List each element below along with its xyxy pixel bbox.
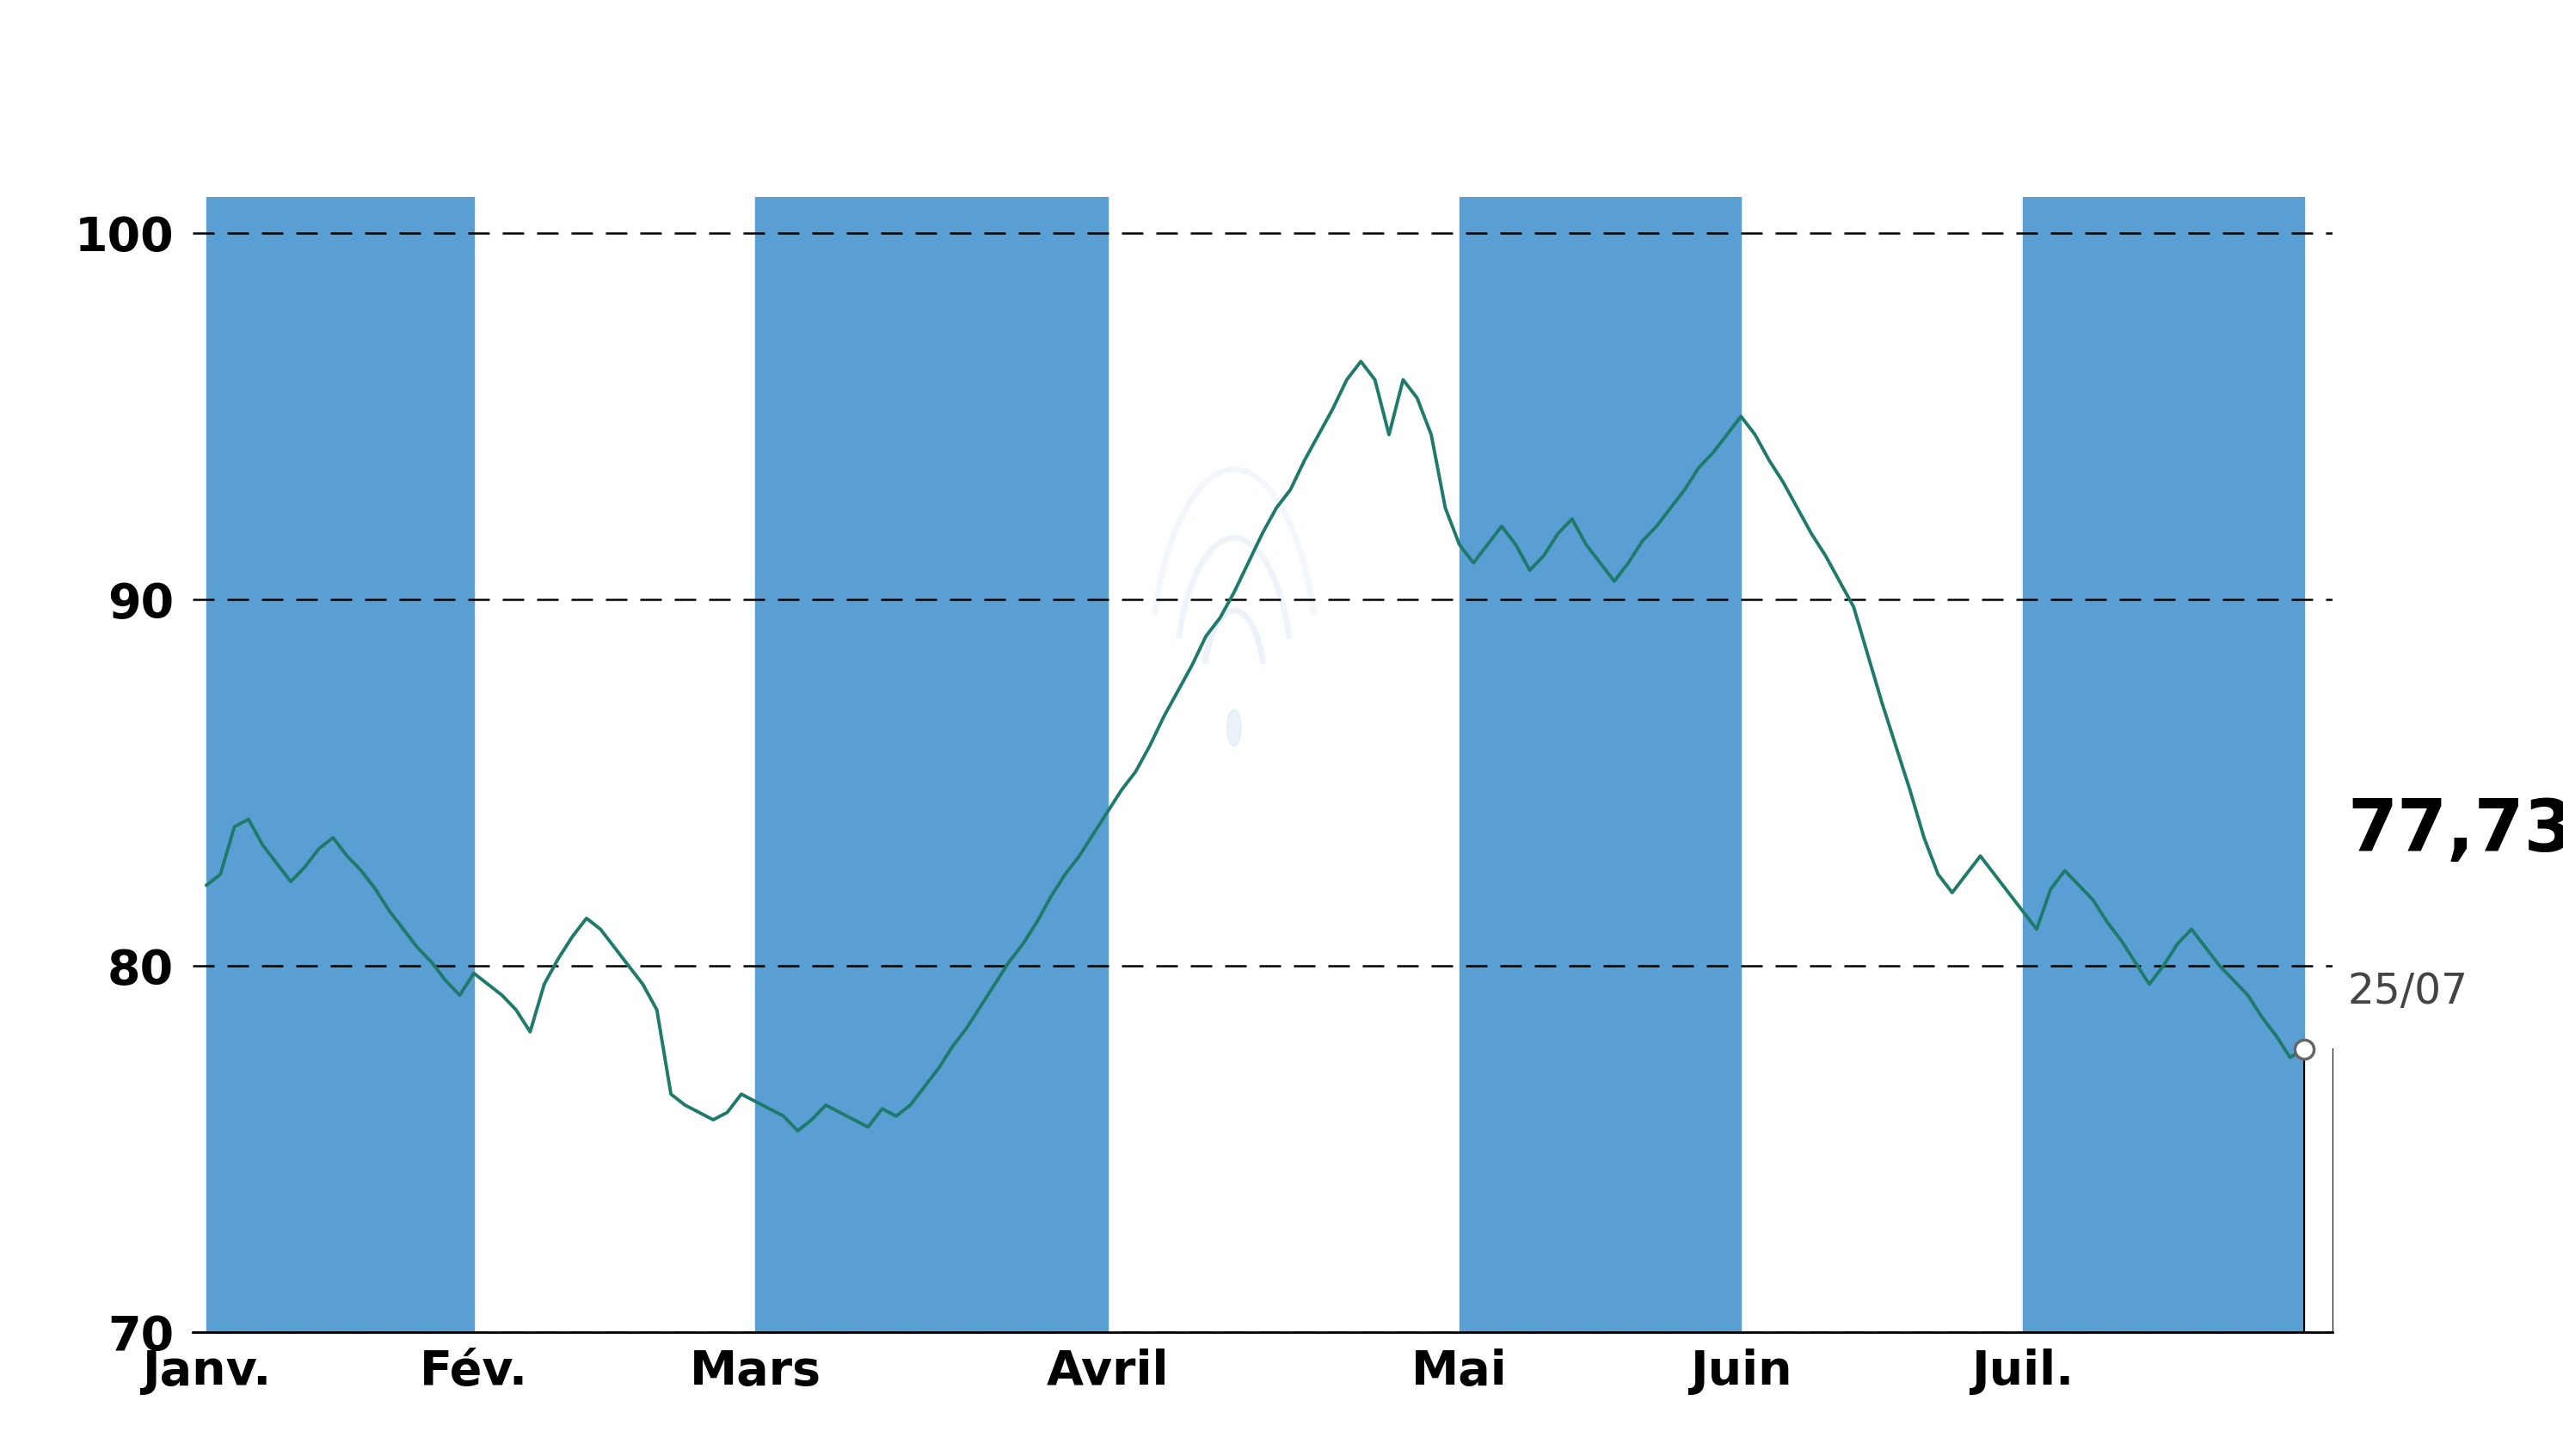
Text: 25/07: 25/07 <box>2348 971 2468 1012</box>
Circle shape <box>1228 709 1240 745</box>
Text: CRCAM ATL.VEND.CCI: CRCAM ATL.VEND.CCI <box>646 33 1917 134</box>
Bar <box>1458 197 1740 1332</box>
Text: 77,73: 77,73 <box>2348 796 2563 866</box>
Bar <box>2022 197 2304 1332</box>
Bar <box>756 197 1107 1332</box>
Bar <box>205 197 474 1332</box>
